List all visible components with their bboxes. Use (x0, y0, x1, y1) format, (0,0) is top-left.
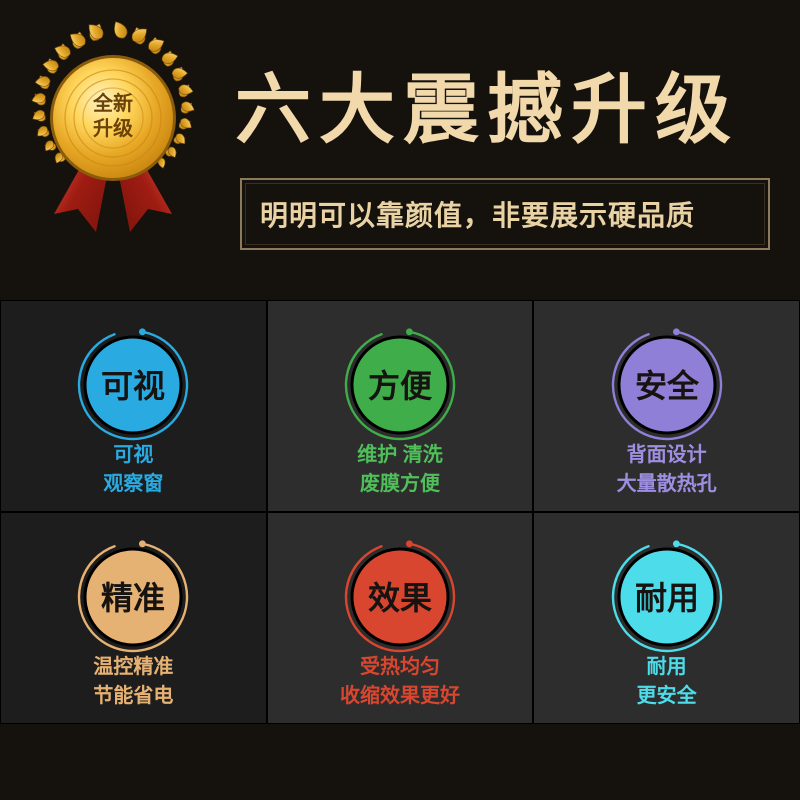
svg-text:效果: 效果 (368, 580, 432, 616)
svg-text:可视: 可视 (101, 368, 165, 404)
svg-text:全新: 全新 (92, 91, 133, 115)
svg-text:方便: 方便 (368, 368, 433, 404)
svg-text:安全: 安全 (635, 368, 700, 404)
svg-text:精准: 精准 (101, 580, 165, 616)
svg-text:升级: 升级 (93, 116, 133, 140)
svg-text:耐用: 耐用 (635, 580, 699, 616)
